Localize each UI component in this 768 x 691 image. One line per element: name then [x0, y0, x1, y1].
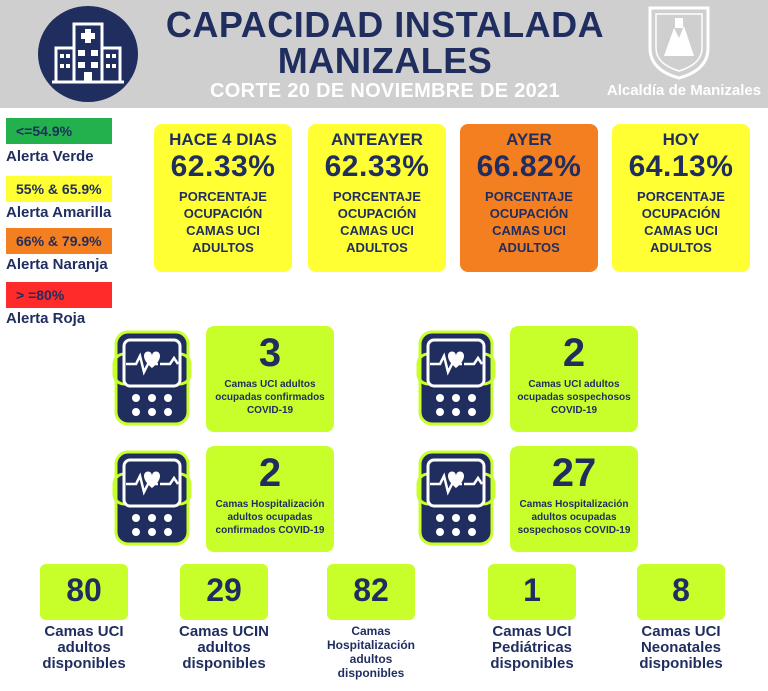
avail-label-ucin-adults: Camas UCIN adultos disponibles: [149, 624, 299, 672]
avail-label-line: Hospitalización: [326, 638, 415, 652]
day-card-yesterday: AYER 66.82% PORCENTAJE OCUPACIÓN CAMAS U…: [460, 124, 598, 272]
avail-card-hosp-adults: 82: [327, 564, 415, 620]
day-desc-line: OCUPACIÓN: [489, 206, 569, 221]
stat-card-hosp-confirmed: 2 Camas Hospitalización adultos ocupadas…: [206, 446, 334, 552]
stat-label-line: Camas Hospitalización: [519, 499, 629, 510]
stat-label-line: confirmados COVID-19: [215, 525, 325, 536]
day-desc-line: PORCENTAJE: [637, 189, 725, 204]
avail-value: 29: [206, 572, 242, 608]
avail-label-line: disponibles: [639, 655, 723, 672]
day-name: AYER: [506, 130, 552, 149]
stat-label-line: Camas Hospitalización: [215, 499, 325, 510]
page-title-line1: CAPACIDAD INSTALADA: [165, 4, 605, 45]
avail-card-uci-neonatal: 8: [637, 564, 725, 620]
stat-label-line: ocupadas sospechosos: [517, 392, 631, 403]
legend-label-green: Alerta Verde: [6, 148, 94, 165]
stat-card-uci-suspected: 2 Camas UCI adultos ocupadas sospechosos…: [510, 326, 638, 432]
stat-label-line: adultos ocupadas: [531, 512, 617, 523]
heart-monitor-icon: [416, 448, 496, 548]
stat-card-hosp-suspected: 27 Camas Hospitalización adultos ocupada…: [510, 446, 638, 552]
stat-label-line: COVID-19: [550, 405, 598, 416]
avail-card-uci-pediatric: 1: [488, 564, 576, 620]
day-desc-line: ADULTOS: [192, 240, 254, 255]
legend-label-orange: Alerta Naranja: [6, 256, 108, 273]
avail-value: 8: [672, 572, 690, 608]
legend-label-yellow: Alerta Amarilla: [6, 204, 112, 221]
avail-label-line: Pediátricas: [491, 639, 573, 656]
avail-label-uci-neonatal: Camas UCI Neonatales disponibles: [606, 624, 756, 672]
day-percentage: 62.33%: [324, 150, 430, 183]
day-desc-line: CAMAS UCI: [340, 223, 414, 238]
day-desc-line: ADULTOS: [498, 240, 560, 255]
day-card-day-before-yesterday: ANTEAYER 62.33% PORCENTAJE OCUPACIÓN CAM…: [308, 124, 446, 272]
day-desc-line: PORCENTAJE: [485, 189, 573, 204]
heart-monitor-icon: [112, 328, 192, 428]
cut-date: CORTE 20 DE NOVIEMBRE DE 2021: [210, 80, 560, 102]
stat-value: 27: [551, 451, 597, 495]
avail-label-line: Neonatales: [640, 639, 722, 656]
avail-label-uci-adults: Camas UCI adultos disponibles: [9, 624, 159, 672]
avail-label-line: Camas UCI: [641, 623, 721, 640]
avail-value: 1: [523, 572, 541, 608]
stat-value: 2: [562, 331, 586, 375]
day-percentage: 62.33%: [170, 150, 276, 183]
avail-label-line: adultos: [197, 639, 251, 656]
stat-label-line: sospechosos COVID-19: [517, 525, 631, 536]
hospital-building-icon: [38, 6, 138, 102]
stat-card-uci-confirmed: 3 Camas UCI adultos ocupadas confirmados…: [206, 326, 334, 432]
day-desc-line: ADULTOS: [346, 240, 408, 255]
stat-label-line: ocupadas confirmados: [215, 392, 325, 403]
day-card-4-days-ago: HACE 4 DIAS 62.33% PORCENTAJE OCUPACIÓN …: [154, 124, 292, 272]
city-shield-icon: [646, 4, 712, 80]
legend-range-red: > =80%: [6, 282, 112, 308]
day-desc-line: ADULTOS: [650, 240, 712, 255]
legend-range-orange: 66% & 79.9%: [6, 228, 112, 254]
stat-label-line: Camas UCI adultos: [224, 379, 316, 390]
logo-caption: Alcaldía de Manizales: [606, 82, 762, 99]
day-name: HOY: [662, 130, 700, 149]
avail-label-line: Camas UCI: [44, 623, 124, 640]
stat-label-line: Camas UCI adultos: [528, 379, 620, 390]
avail-label-uci-pediatric: Camas UCI Pediátricas disponibles: [457, 624, 607, 672]
day-desc-line: CAMAS UCI: [644, 223, 718, 238]
stat-label-line: adultos ocupadas: [227, 512, 313, 523]
legend-label-red: Alerta Roja: [6, 310, 86, 327]
day-name: ANTEAYER: [331, 130, 423, 149]
day-name: HACE 4 DIAS: [169, 130, 277, 149]
avail-label-line: disponibles: [337, 666, 405, 680]
header-banner: CAPACIDAD INSTALADA MANIZALES CORTE 20 D…: [0, 0, 768, 108]
legend-range-yellow: 55% & 65.9%: [6, 176, 112, 202]
day-card-today: HOY 64.13% PORCENTAJE OCUPACIÓN CAMAS UC…: [612, 124, 750, 272]
avail-label-line: Camas UCIN: [178, 623, 270, 640]
stat-value: 2: [258, 451, 282, 495]
stat-label-line: COVID-19: [246, 405, 294, 416]
avail-label-line: adultos: [57, 639, 111, 656]
heart-monitor-icon: [112, 448, 192, 548]
avail-label-line: Camas: [351, 624, 391, 638]
avail-card-uci-adults: 80: [40, 564, 128, 620]
heart-monitor-icon: [416, 328, 496, 428]
day-desc-line: OCUPACIÓN: [337, 206, 417, 221]
day-percentage: 66.82%: [476, 150, 582, 183]
avail-label-line: disponibles: [182, 655, 266, 672]
avail-value: 82: [353, 572, 389, 608]
legend-range-green: <=54.9%: [6, 118, 112, 144]
day-desc-line: CAMAS UCI: [186, 223, 260, 238]
avail-label-hosp-adults: Camas Hospitalización adultos disponible…: [296, 624, 446, 680]
avail-label-line: disponibles: [490, 655, 574, 672]
avail-label-line: disponibles: [42, 655, 126, 672]
avail-value: 80: [66, 572, 102, 608]
day-percentage: 64.13%: [628, 150, 734, 183]
avail-label-line: adultos: [349, 652, 393, 666]
stat-value: 3: [258, 331, 282, 375]
page-title-line2: MANIZALES: [277, 40, 493, 81]
day-desc-line: OCUPACIÓN: [641, 206, 721, 221]
avail-card-ucin-adults: 29: [180, 564, 268, 620]
day-desc-line: OCUPACIÓN: [183, 206, 263, 221]
day-desc-line: PORCENTAJE: [333, 189, 421, 204]
day-desc-line: CAMAS UCI: [492, 223, 566, 238]
day-desc-line: PORCENTAJE: [179, 189, 267, 204]
avail-label-line: Camas UCI: [492, 623, 572, 640]
